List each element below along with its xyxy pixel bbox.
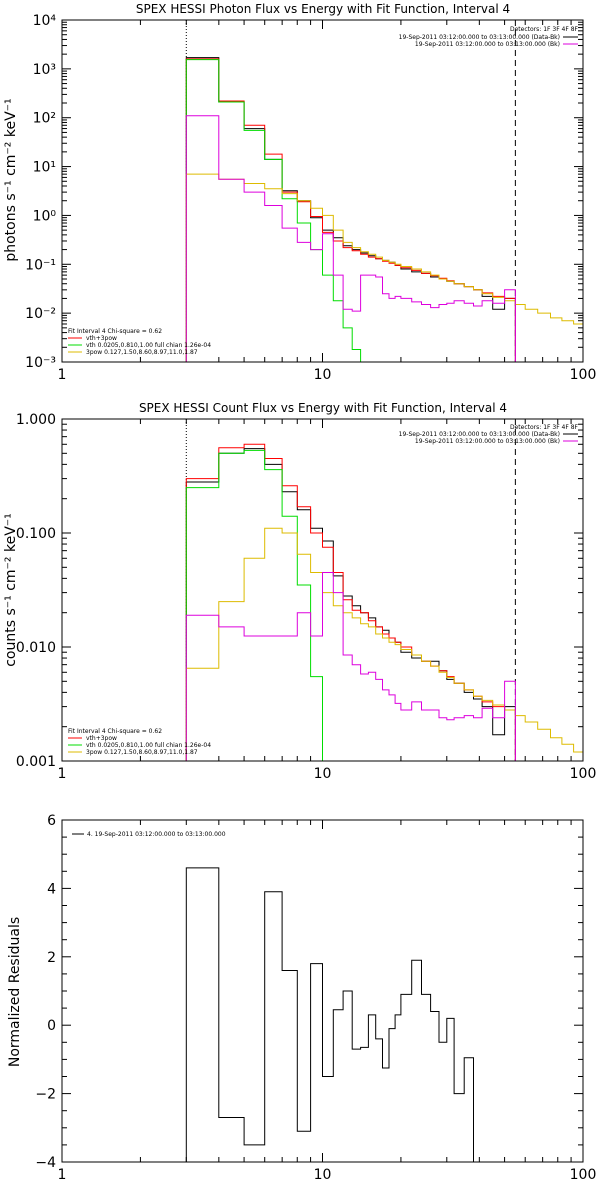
panel1-tick-labels: 1 10 100 10⁻³ 10⁻² 10⁻¹ 10⁰ 10¹ 10² 10³ 10⁴	[25, 13, 596, 383]
panel2-data-series	[185, 448, 516, 761]
panel3-tick-labels: 1 10 100 −4 −2 0 2 4 6	[35, 813, 596, 1183]
panel3-frame	[61, 819, 584, 1163]
panel3-y-tick-label: −4	[35, 1155, 56, 1171]
panel1-frame	[61, 19, 584, 363]
panel3-plot-area	[185, 867, 474, 1162]
panel1-x-tick-label: 10	[314, 367, 332, 383]
panel3-legend: 4. 19-Sep-2011 03:12:00.000 to 03:13:00.…	[72, 831, 226, 838]
panel2-y-tick-label: 0.001	[16, 754, 56, 770]
panel2-legend-thermal: vth 0.0205,0.810,1.00 full chian 1.26e-0…	[86, 742, 211, 749]
panel2-legend-data-bk: 19-Sep-2011 03:12:00.000 to 03:13:00.000…	[399, 431, 560, 438]
panel2-ylabel: counts s⁻¹ cm⁻² keV⁻¹	[3, 513, 19, 667]
panel2-frame	[61, 418, 584, 762]
panel1-total-series	[185, 58, 516, 362]
panel1-legend-thermal: vth 0.0205,0.810,1.00 full chian 1.26e-0…	[86, 342, 211, 349]
panel2-plot-area	[185, 419, 583, 761]
panel2-power-series	[185, 527, 583, 761]
panel3-y-tick-label: 2	[47, 950, 56, 966]
panel1-fit-interval-label: Fit Interval 4 Chi-square = 0.62	[68, 328, 162, 335]
photon-flux-panel: SPEX HESSI Photon Flux vs Energy with Fi…	[3, 2, 596, 383]
panel1-y-tick-label: 10²	[33, 111, 56, 127]
panel2-x-tick-label: 10	[314, 766, 332, 782]
panel3-x-tick-label: 10	[314, 1167, 332, 1183]
panel1-y-tick-label: 10⁻²	[25, 306, 56, 322]
panel1-legend-power: 3pow 0.127,1.50,8.60,8.97,11.0,1.87	[86, 349, 198, 356]
panel1-legend-bottom-left: Fit Interval 4 Chi-square = 0.62 vth+3po…	[68, 328, 211, 356]
panel1-x-tick-label: 100	[570, 367, 597, 383]
panel2-legend-total: vth+3pow	[86, 735, 117, 742]
panel1-x-tick-label: 1	[58, 367, 67, 383]
panel2-detectors-label: Detectors: 1F 3F 4F 8F	[510, 424, 579, 431]
panel1-background-series	[185, 115, 516, 362]
panel2-x-tick-label: 100	[570, 766, 597, 782]
panel1-legend-total: vth+3pow	[86, 335, 117, 342]
panel1-ylabel: photons s⁻¹ cm⁻² keV⁻¹	[3, 98, 19, 261]
panel1-series-group	[185, 20, 583, 362]
panel1-title: SPEX HESSI Photon Flux vs Energy with Fi…	[136, 2, 510, 16]
panel3-x-tick-label: 1	[58, 1167, 67, 1183]
panel3-residuals-series	[185, 867, 474, 1162]
panel3-y-tick-label: −2	[35, 1087, 56, 1103]
panel1-legend-bk: 19-Sep-2011 03:12:00.000 to 03:13:00.000…	[415, 41, 560, 48]
panel3-legend-label: 4. 19-Sep-2011 03:12:00.000 to 03:13:00.…	[87, 831, 226, 838]
panel1-legend-top-right: Detectors: 1F 3F 4F 8F 19-Sep-2011 03:12…	[399, 26, 579, 48]
panel3-y-tick-label: 6	[47, 813, 56, 829]
panel1-power-series	[185, 173, 583, 362]
panel1-plot-area	[185, 20, 583, 362]
panel1-y-tick-label: 10⁴	[33, 13, 57, 29]
panel1-data-series	[185, 57, 516, 362]
panel2-legend-top-right: Detectors: 1F 3F 4F 8F 19-Sep-2011 03:12…	[399, 424, 579, 445]
panel1-y-tick-label: 10⁻³	[25, 355, 56, 371]
panel3-y-tick-label: 4	[47, 881, 56, 897]
count-flux-panel: SPEX HESSI Count Flux vs Energy with Fit…	[3, 401, 596, 782]
panel3-x-tick-label: 100	[570, 1167, 597, 1183]
panel2-y-tick-label: 1.000	[16, 412, 56, 428]
panel1-y-tick-label: 10¹	[33, 160, 56, 176]
panel3-y-tick-label: 0	[47, 1018, 56, 1034]
panel2-background-series	[185, 572, 516, 761]
panel1-thermal-series	[185, 59, 369, 362]
panel1-y-tick-label: 10⁻¹	[25, 257, 56, 273]
panel3-series-group	[185, 867, 474, 1162]
panel3-ylabel: Normalized Residuals	[7, 917, 23, 1067]
panel2-series-group	[185, 419, 583, 761]
panel1-y-tick-label: 10⁰	[33, 208, 57, 224]
panel2-thermal-series	[185, 449, 334, 761]
panel2-x-tick-label: 1	[58, 766, 67, 782]
panel2-legend-bottom-left: Fit Interval 4 Chi-square = 0.62 vth+3po…	[68, 728, 211, 756]
panel1-y-tick-label: 10³	[33, 62, 56, 78]
panel2-title: SPEX HESSI Count Flux vs Energy with Fit…	[139, 401, 507, 415]
panel1-legend-data-bk: 19-Sep-2011 03:12:00.000 to 03:13:00.000…	[399, 34, 560, 41]
panel2-legend-power: 3pow 0.127,1.50,8.60,8.97,11.0,1.87	[86, 749, 198, 756]
panel2-fit-interval-label: Fit Interval 4 Chi-square = 0.62	[68, 728, 162, 735]
residuals-panel: Normalized Residuals 1 10 100 −4 −2 0 2 4 6 4. 1…	[7, 813, 596, 1183]
panel2-total-series	[185, 443, 516, 761]
panel1-detectors-label: Detectors: 1F 3F 4F 8F	[510, 26, 579, 33]
panel2-legend-bk: 19-Sep-2011 03:12:00.000 to 03:13:00.000…	[415, 438, 560, 445]
panel2-tick-labels: 1 10 100 0.001 0.010 0.100 1.000	[16, 412, 596, 782]
panel2-y-tick-label: 0.010	[16, 640, 56, 656]
panel2-y-tick-label: 0.100	[16, 526, 56, 542]
